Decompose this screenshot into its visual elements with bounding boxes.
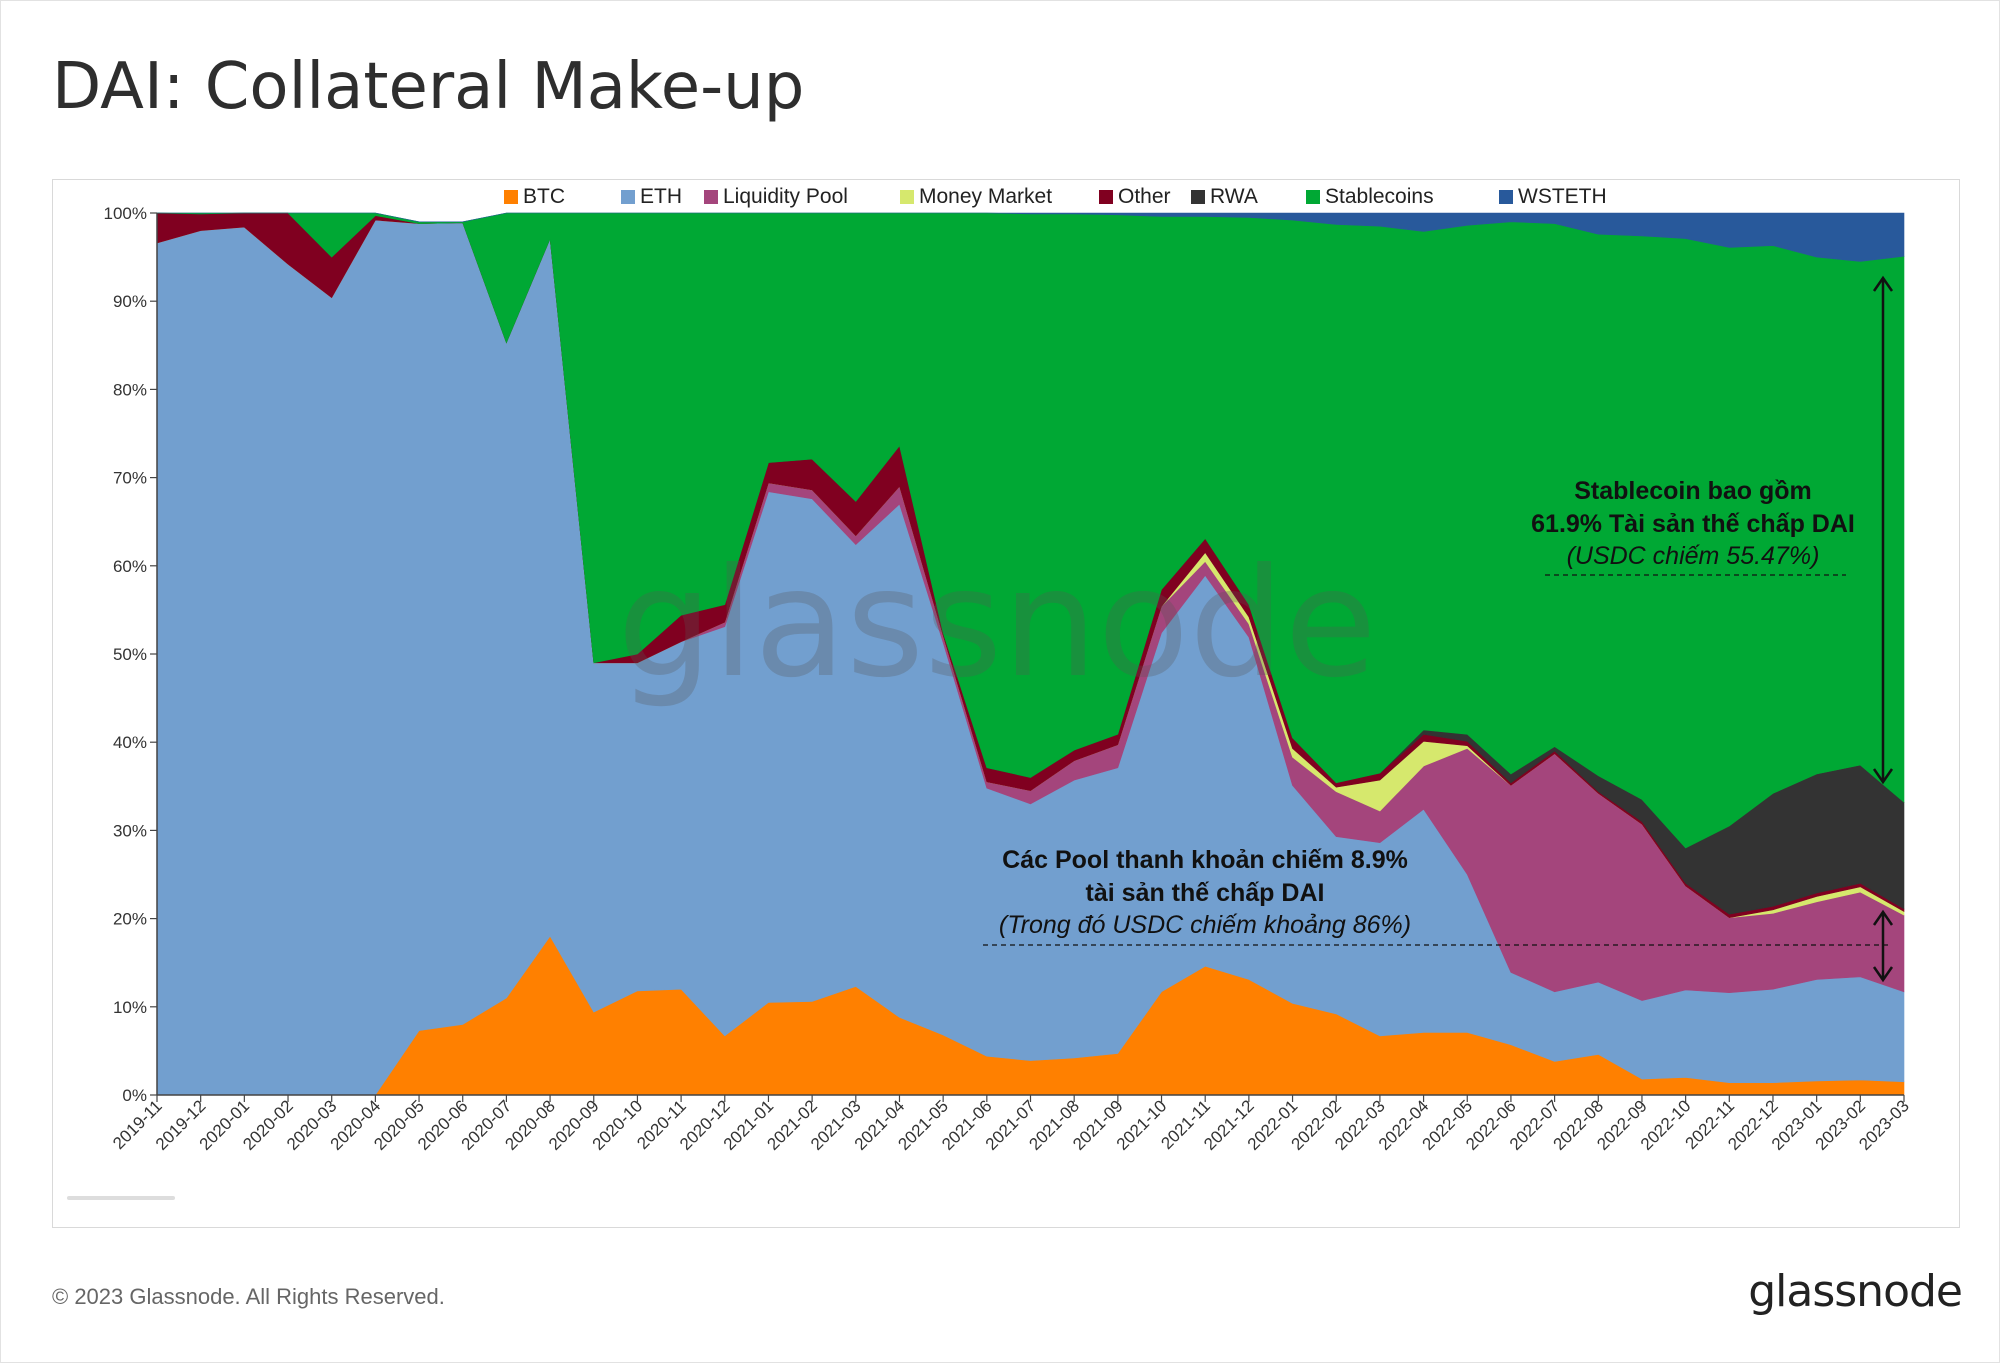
stablecoins-note: Stablecoin bao gồm 61.9% Tài sản thế chấp… xyxy=(1531,477,1855,570)
legend-label-liquidity-pool: Liquidity Pool xyxy=(723,185,848,208)
legend-label-other: Other xyxy=(1118,185,1171,208)
y-tick-label: 40% xyxy=(113,733,147,752)
y-tick-label: 70% xyxy=(113,469,147,488)
legend-label-btc: BTC xyxy=(523,185,565,208)
scroll-indicator xyxy=(67,1196,175,1200)
stablecoins-range-arrow xyxy=(1872,275,1894,785)
legend-label-wsteth: WSTETH xyxy=(1518,185,1607,208)
liquidity-pool-note: Các Pool thanh khoản chiếm 8.9% tài sản t… xyxy=(999,846,1411,939)
legend-swatch-rwa xyxy=(1191,190,1205,204)
chart-watermark-layer: glassnode xyxy=(617,537,1376,711)
legend-swatch-eth xyxy=(621,190,635,204)
liquidity-pool-note-line-1: Các Pool thanh khoản chiếm 8.9% xyxy=(1002,846,1408,874)
y-tick-label: 10% xyxy=(113,998,147,1017)
y-tick-label: 20% xyxy=(113,910,147,929)
chart-legend: BTC ETH Liquidity Pool Money Market Other RWA… xyxy=(504,185,1607,208)
legend-swatch-btc xyxy=(504,190,518,204)
y-tick-label: 80% xyxy=(113,380,147,399)
legend-label-stablecoins: Stablecoins xyxy=(1325,185,1434,208)
chart-annotations: Stablecoin bao gồm 61.9% Tài sản thế chấp… xyxy=(983,275,1894,983)
legend-swatch-liquidity-pool xyxy=(704,190,718,204)
y-tick-label: 90% xyxy=(113,292,147,311)
y-tick-label: 100% xyxy=(104,204,147,223)
legend-swatch-other xyxy=(1099,190,1113,204)
legend-swatch-stablecoins xyxy=(1306,190,1320,204)
y-tick-label: 0% xyxy=(122,1086,147,1105)
chart-svg: glassnode 0% 10% 20% 30% 40% 50% 60% 70% 80% 90% 1… xyxy=(104,185,1913,1154)
legend-label-money-market: Money Market xyxy=(919,185,1052,208)
stablecoins-note-line-1: Stablecoin bao gồm xyxy=(1574,477,1812,505)
chart-areas xyxy=(156,212,1905,1096)
chart-container: glassnode 0% 10% 20% 30% 40% 50% 60% 70% 80% 90% 1… xyxy=(52,179,1960,1228)
stablecoins-note-line-2: 61.9% Tài sản thế chấp DAI xyxy=(1531,510,1855,538)
legend-swatch-money-market xyxy=(900,190,914,204)
glassnode-logo: glassnode xyxy=(1748,1266,1963,1317)
watermark-text: glassnode xyxy=(617,537,1376,711)
liquidity-pool-range-arrow xyxy=(1872,909,1894,983)
area-series-wsteth xyxy=(157,212,1905,262)
y-tick-label: 60% xyxy=(113,557,147,576)
liquidity-pool-note-line-3: (Trong đó USDC chiếm khoảng 86%) xyxy=(999,911,1411,939)
legend-label-rwa: RWA xyxy=(1210,185,1258,208)
legend-label-eth: ETH xyxy=(640,185,682,208)
y-tick-label: 30% xyxy=(113,821,147,840)
footer-copyright: © 2023 Glassnode. All Rights Reserved. xyxy=(52,1284,445,1309)
legend-swatch-wsteth xyxy=(1499,190,1513,204)
page-title: DAI: Collateral Make-up xyxy=(52,50,805,124)
liquidity-pool-note-line-2: tài sản thế chấp DAI xyxy=(1086,879,1325,907)
y-tick-label: 50% xyxy=(113,645,147,664)
stablecoins-note-line-3: (USDC chiếm 55.47%) xyxy=(1567,542,1820,570)
